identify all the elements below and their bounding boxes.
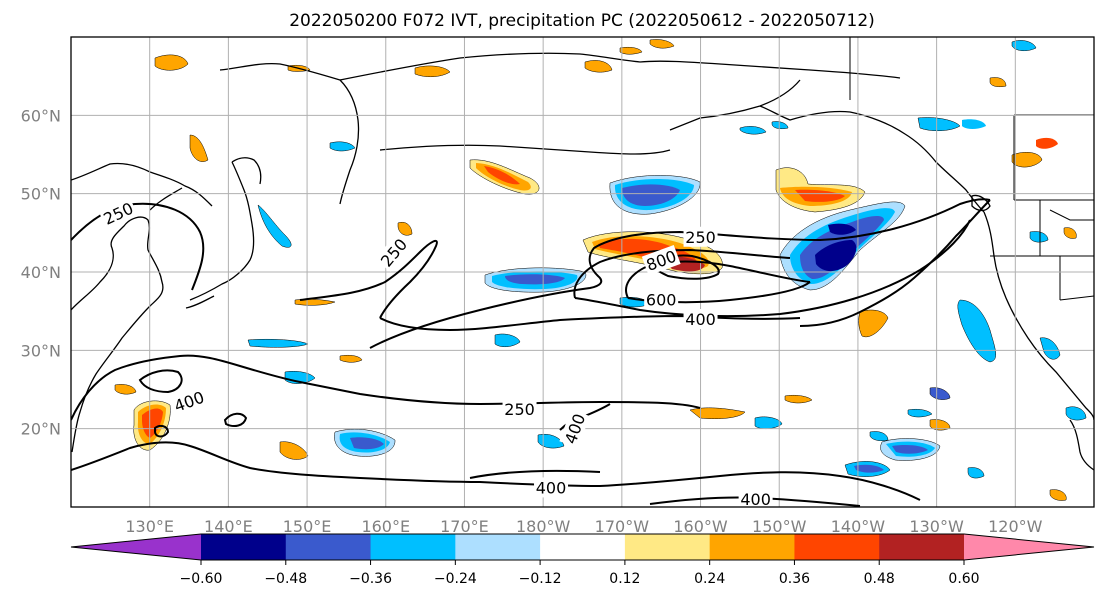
colorbar-box — [455, 534, 541, 560]
colorbar-tick-label: 0.24 — [694, 571, 725, 587]
contour-label: 400 — [683, 309, 718, 329]
map-grid — [71, 37, 1094, 507]
colorbar-box — [370, 534, 456, 560]
lon-tick-label: 140°E — [204, 517, 253, 536]
colorbar-tick-label: −0.60 — [180, 571, 223, 587]
lon-tick-label: 140°W — [831, 517, 886, 536]
contour-label: 400 — [738, 489, 773, 509]
svg-text:400: 400 — [536, 478, 567, 497]
borders — [849, 37, 1094, 301]
lon-tick-label: 150°W — [752, 517, 807, 536]
lon-tick-label: 160°W — [673, 517, 728, 536]
colorbar-tick-label: 0.60 — [948, 571, 979, 587]
colorbar-box — [201, 534, 287, 560]
svg-text:250: 250 — [504, 400, 535, 419]
colorbar-extend-high — [964, 534, 1094, 560]
svg-text:400: 400 — [685, 310, 716, 329]
longitude-labels: 130°E 140°E 150°E 160°E 170°E 180°W 170°W 160°W… — [125, 517, 1042, 536]
plot-title: 2022050200 F072 IVT, precipitation PC (2… — [289, 11, 875, 31]
colorbar-tick-label: 0.12 — [609, 571, 640, 587]
svg-text:600: 600 — [646, 290, 677, 309]
colorbar-tick-label: −0.48 — [264, 571, 307, 587]
svg-text:250: 250 — [685, 228, 716, 247]
contour-label: 250 — [683, 226, 718, 247]
lat-tick-label: 30°N — [21, 341, 61, 360]
colorbar-tick-label: −0.36 — [349, 571, 392, 587]
lat-tick-label: 60°N — [21, 106, 61, 125]
colorbar-box — [879, 534, 965, 560]
colorbar: −0.60 −0.48 −0.36 −0.24 −0.12 0.12 0.24 0.36 0.4… — [70, 533, 1095, 587]
colorbar-box — [540, 534, 626, 560]
lon-tick-label: 170°E — [440, 517, 489, 536]
precipitation-shading — [114, 39, 1087, 501]
map-frame — [70, 36, 1095, 508]
lon-tick-label: 160°E — [361, 517, 410, 536]
lon-tick-label: 180°W — [516, 517, 571, 536]
colorbar-tick-label: 0.48 — [864, 571, 895, 587]
svg-text:400: 400 — [740, 490, 771, 509]
lat-tick-label: 40°N — [21, 263, 61, 282]
lon-tick-label: 170°W — [595, 517, 650, 536]
colorbar-box — [624, 534, 711, 560]
colorbar-box — [794, 534, 880, 560]
contour-label: 250 — [502, 399, 537, 420]
colorbar-box — [709, 534, 795, 560]
lon-tick-label: 120°W — [988, 517, 1043, 536]
colorbar-extend-low — [71, 534, 201, 560]
lon-tick-label: 150°E — [283, 517, 332, 536]
colorbar-box — [285, 534, 372, 560]
coastlines — [71, 52, 1094, 471]
latitude-labels: 60°N 50°N 40°N 30°N 20°N — [21, 106, 61, 438]
lat-tick-label: 50°N — [21, 185, 61, 204]
colorbar-tick-label: −0.12 — [519, 571, 562, 587]
contour-label: 600 — [644, 289, 679, 310]
lon-tick-label: 130°W — [909, 517, 964, 536]
contour-label: 400 — [534, 477, 569, 498]
colorbar-tick-label: 0.36 — [779, 571, 810, 587]
lon-tick-label: 130°E — [125, 517, 174, 536]
colorbar-tick-label: −0.24 — [434, 571, 477, 587]
lat-tick-label: 20°N — [21, 420, 61, 439]
